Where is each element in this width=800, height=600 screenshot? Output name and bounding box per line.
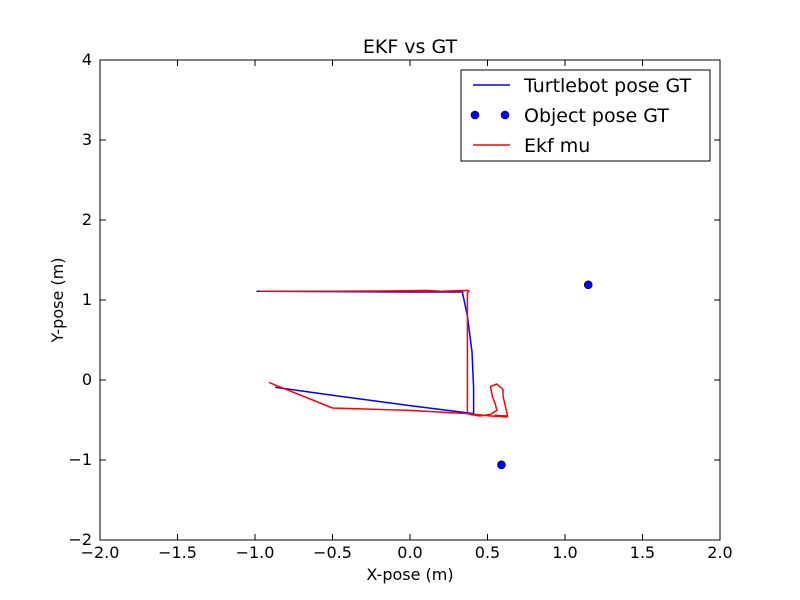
y-tick-label: 4 bbox=[82, 50, 92, 69]
series-line-ekf-mu bbox=[259, 289, 509, 418]
x-tick-label: 1.5 bbox=[630, 543, 655, 562]
series-layer bbox=[256, 280, 593, 470]
x-tick-label: 0.0 bbox=[397, 543, 422, 562]
tick-layer: −2.0 −1.5 −1.0 −0.5 0.0 0.5 1.0 1.5 2.0 −2 −1 0 1 2 3 4 bbox=[68, 50, 732, 562]
x-tick-label: 0.5 bbox=[475, 543, 500, 562]
legend-swatch-object-marker-left bbox=[470, 110, 480, 120]
x-tick-label: −0.5 bbox=[313, 543, 352, 562]
y-tick-label: 1 bbox=[82, 290, 92, 309]
y-tick-label: −1 bbox=[68, 450, 92, 469]
object-pose-point bbox=[583, 280, 593, 290]
object-pose-point bbox=[497, 460, 506, 470]
legend-label-turtlebot-pose-gt: Turtlebot pose GT bbox=[523, 75, 692, 97]
y-tick-label: −2 bbox=[68, 530, 92, 549]
y-axis-label: Y-pose (m) bbox=[48, 258, 67, 344]
y-tick-label: 0 bbox=[82, 370, 92, 389]
plot-area: −2.0 −1.5 −1.0 −0.5 0.0 0.5 1.0 1.5 2.0 −2 −1 0 1 2 3 4 bbox=[68, 50, 732, 562]
x-tick-label: −2.0 bbox=[81, 543, 120, 562]
legend-label-object-pose-gt: Object pose GT bbox=[524, 105, 669, 127]
x-tick-label: 2.0 bbox=[707, 543, 732, 562]
legend-label-ekf-mu: Ekf mu bbox=[524, 135, 590, 157]
legend-swatch-object-marker-right bbox=[500, 110, 510, 120]
x-tick-label: −1.5 bbox=[158, 543, 197, 562]
series-line-turtlebot-pose-gt bbox=[256, 290, 475, 415]
legend: Turtlebot pose GT Object pose GT Ekf mu bbox=[460, 69, 711, 162]
y-tick-label: 2 bbox=[82, 210, 92, 229]
x-tick-label: 1.0 bbox=[552, 543, 577, 562]
x-tick-label: −1.0 bbox=[236, 543, 275, 562]
y-tick-label: 3 bbox=[82, 130, 92, 149]
chart-title: EKF vs GT bbox=[363, 36, 458, 58]
x-axis-label: X-pose (m) bbox=[366, 565, 453, 584]
